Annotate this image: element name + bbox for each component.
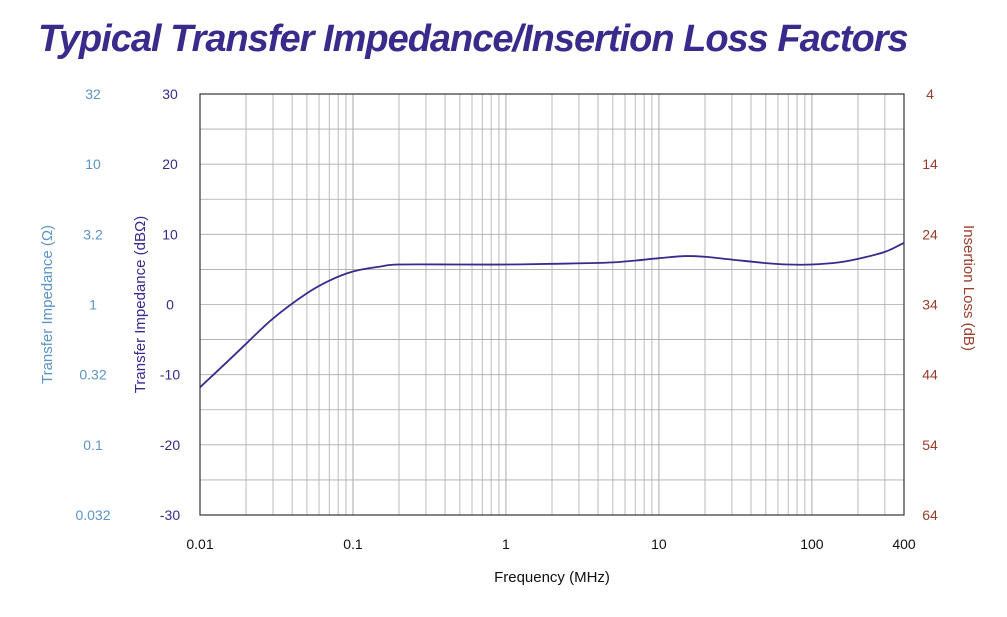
y-right-tick-label: 14 [922,156,938,172]
grid-lines [200,94,904,515]
y2-left-tick-label: 1 [89,297,97,313]
y-tick-label: 0 [166,297,174,313]
y-axis-title: Transfer Impedance (dBΩ) [132,216,149,393]
y-right-tick-label: 64 [922,507,938,523]
y2-left-tick-label: 0.032 [75,507,110,523]
y-tick-label: -10 [160,367,180,383]
series-layer [199,241,905,388]
x-axis-title: Frequency (MHz) [494,569,610,586]
x-tick-label: 10 [651,536,667,552]
y-right-tick-label: 54 [922,437,938,453]
y-tick-label: 30 [162,86,178,102]
chart-title: Typical Transfer Impedance/Insertion Los… [38,18,909,60]
y-right-axis-title: Insertion Loss (dB) [960,225,977,351]
y-right-tick-label: 4 [926,86,934,102]
plot-frame [199,93,905,516]
y2-left-tick-label: 10 [85,156,101,172]
series-line [199,241,905,388]
y2-left-tick-label: 3.2 [83,226,103,242]
y-tick-label: 10 [162,226,178,242]
y-right-tick-labels: 4 14 24 34 44 54 64 [922,86,938,523]
x-tick-label: 400 [892,536,916,552]
y-tick-label: -30 [160,507,180,523]
y2-left-axis-title: Transfer Impedance (Ω) [39,225,56,384]
x-tick-label: 100 [800,536,824,552]
y2-left-tick-label: 0.32 [79,367,106,383]
x-tick-label: 0.1 [343,536,363,552]
y2-left-tick-label: 0.1 [83,437,103,453]
y-tick-label: -20 [160,437,180,453]
y-right-tick-label: 24 [922,226,938,242]
y2-left-tick-labels: 32 10 3.2 1 0.32 0.1 0.032 [75,86,110,523]
x-tick-label: 0.01 [186,536,213,552]
y-right-tick-label: 44 [922,367,938,383]
x-tick-labels: 0.01 0.1 1 10 100 400 [186,536,916,552]
y-right-tick-label: 34 [922,297,938,313]
x-tick-label: 1 [502,536,510,552]
y-tick-label: 20 [162,156,178,172]
y-tick-labels: 30 20 10 0 -10 -20 -30 [160,86,180,523]
y2-left-tick-label: 32 [85,86,101,102]
